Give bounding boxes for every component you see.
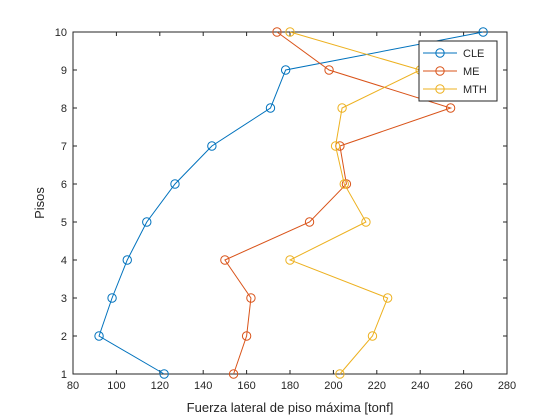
legend-marker: [435, 66, 445, 76]
y-tick-label: 9: [61, 65, 67, 77]
legend-label: CLE: [463, 48, 484, 60]
data-point-me: [228, 369, 239, 379]
x-tick-label: 200: [324, 380, 342, 392]
data-point-me: [272, 27, 282, 37]
x-tick-label: 180: [281, 380, 299, 392]
legend-item-me: ME: [423, 66, 480, 78]
y-tick-label: 4: [61, 255, 67, 267]
y-tick-label: 2: [61, 331, 67, 343]
data-point-me: [304, 217, 315, 227]
series-mth: [285, 27, 425, 379]
y-tick-label: 1: [61, 369, 67, 381]
x-tick-label: 140: [194, 380, 212, 392]
legend-item-cle: CLE: [423, 48, 484, 60]
data-point-mth: [335, 369, 345, 379]
data-point-cle: [170, 179, 180, 189]
data-point-cle: [478, 27, 488, 37]
series-me: [220, 27, 456, 379]
data-point-cle: [142, 217, 152, 227]
y-axis-label: Pisos: [32, 187, 47, 219]
data-point-mth: [337, 103, 347, 113]
data-point-me: [445, 103, 456, 113]
x-tick-label: 240: [411, 380, 429, 392]
data-point-cle: [94, 331, 104, 341]
y-tick-label: 3: [61, 293, 67, 305]
series-line-mth: [288, 31, 422, 375]
legend-label: MTH: [463, 84, 487, 96]
y-tick-label: 8: [61, 103, 67, 115]
data-point-cle: [107, 293, 117, 303]
data-point-mth: [285, 255, 295, 265]
legend-label: ME: [463, 66, 480, 78]
data-point-me: [220, 255, 230, 265]
legend-marker: [435, 84, 445, 94]
y-tick-label: 5: [61, 217, 67, 229]
data-point-me: [324, 65, 334, 75]
x-axis-label: Fuerza lateral de piso máxima [tonf]: [187, 400, 394, 415]
data-point-me: [241, 331, 252, 341]
data-point-cle: [159, 369, 169, 379]
data-point-cle: [280, 65, 291, 75]
data-point-mth: [367, 331, 378, 341]
x-tick-label: 260: [454, 380, 472, 392]
x-tick-label: 280: [498, 380, 516, 392]
data-point-me: [246, 293, 256, 303]
y-tick-label: 7: [61, 141, 67, 153]
x-tick-label: 120: [151, 380, 169, 392]
data-point-mth: [339, 179, 349, 189]
data-point-cle: [122, 255, 132, 265]
ticks-layer: 80 100 120 140 160 180 200 220 240 260 280 1 2 3 4 5 6 7 8…: [55, 27, 516, 392]
data-point-mth: [382, 293, 393, 303]
legend: CLE ME MTH: [418, 40, 498, 102]
series-line-me: [224, 31, 453, 375]
series-line-cle: [98, 31, 484, 375]
data-point-cle: [207, 141, 217, 151]
legend-item-mth: MTH: [423, 84, 487, 96]
data-point-cle: [265, 103, 276, 113]
data-point-mth: [361, 217, 371, 227]
x-tick-label: 100: [107, 380, 125, 392]
y-tick-label: 10: [55, 27, 67, 39]
x-tick-label: 220: [368, 380, 386, 392]
x-tick-label: 160: [237, 380, 255, 392]
data-point-mth: [285, 27, 295, 37]
x-tick-label: 80: [67, 380, 79, 392]
y-tick-label: 6: [61, 179, 67, 191]
legend-marker: [435, 48, 445, 58]
series-cle: [94, 27, 488, 379]
series-layer: [94, 27, 488, 379]
data-point-mth: [330, 141, 341, 151]
